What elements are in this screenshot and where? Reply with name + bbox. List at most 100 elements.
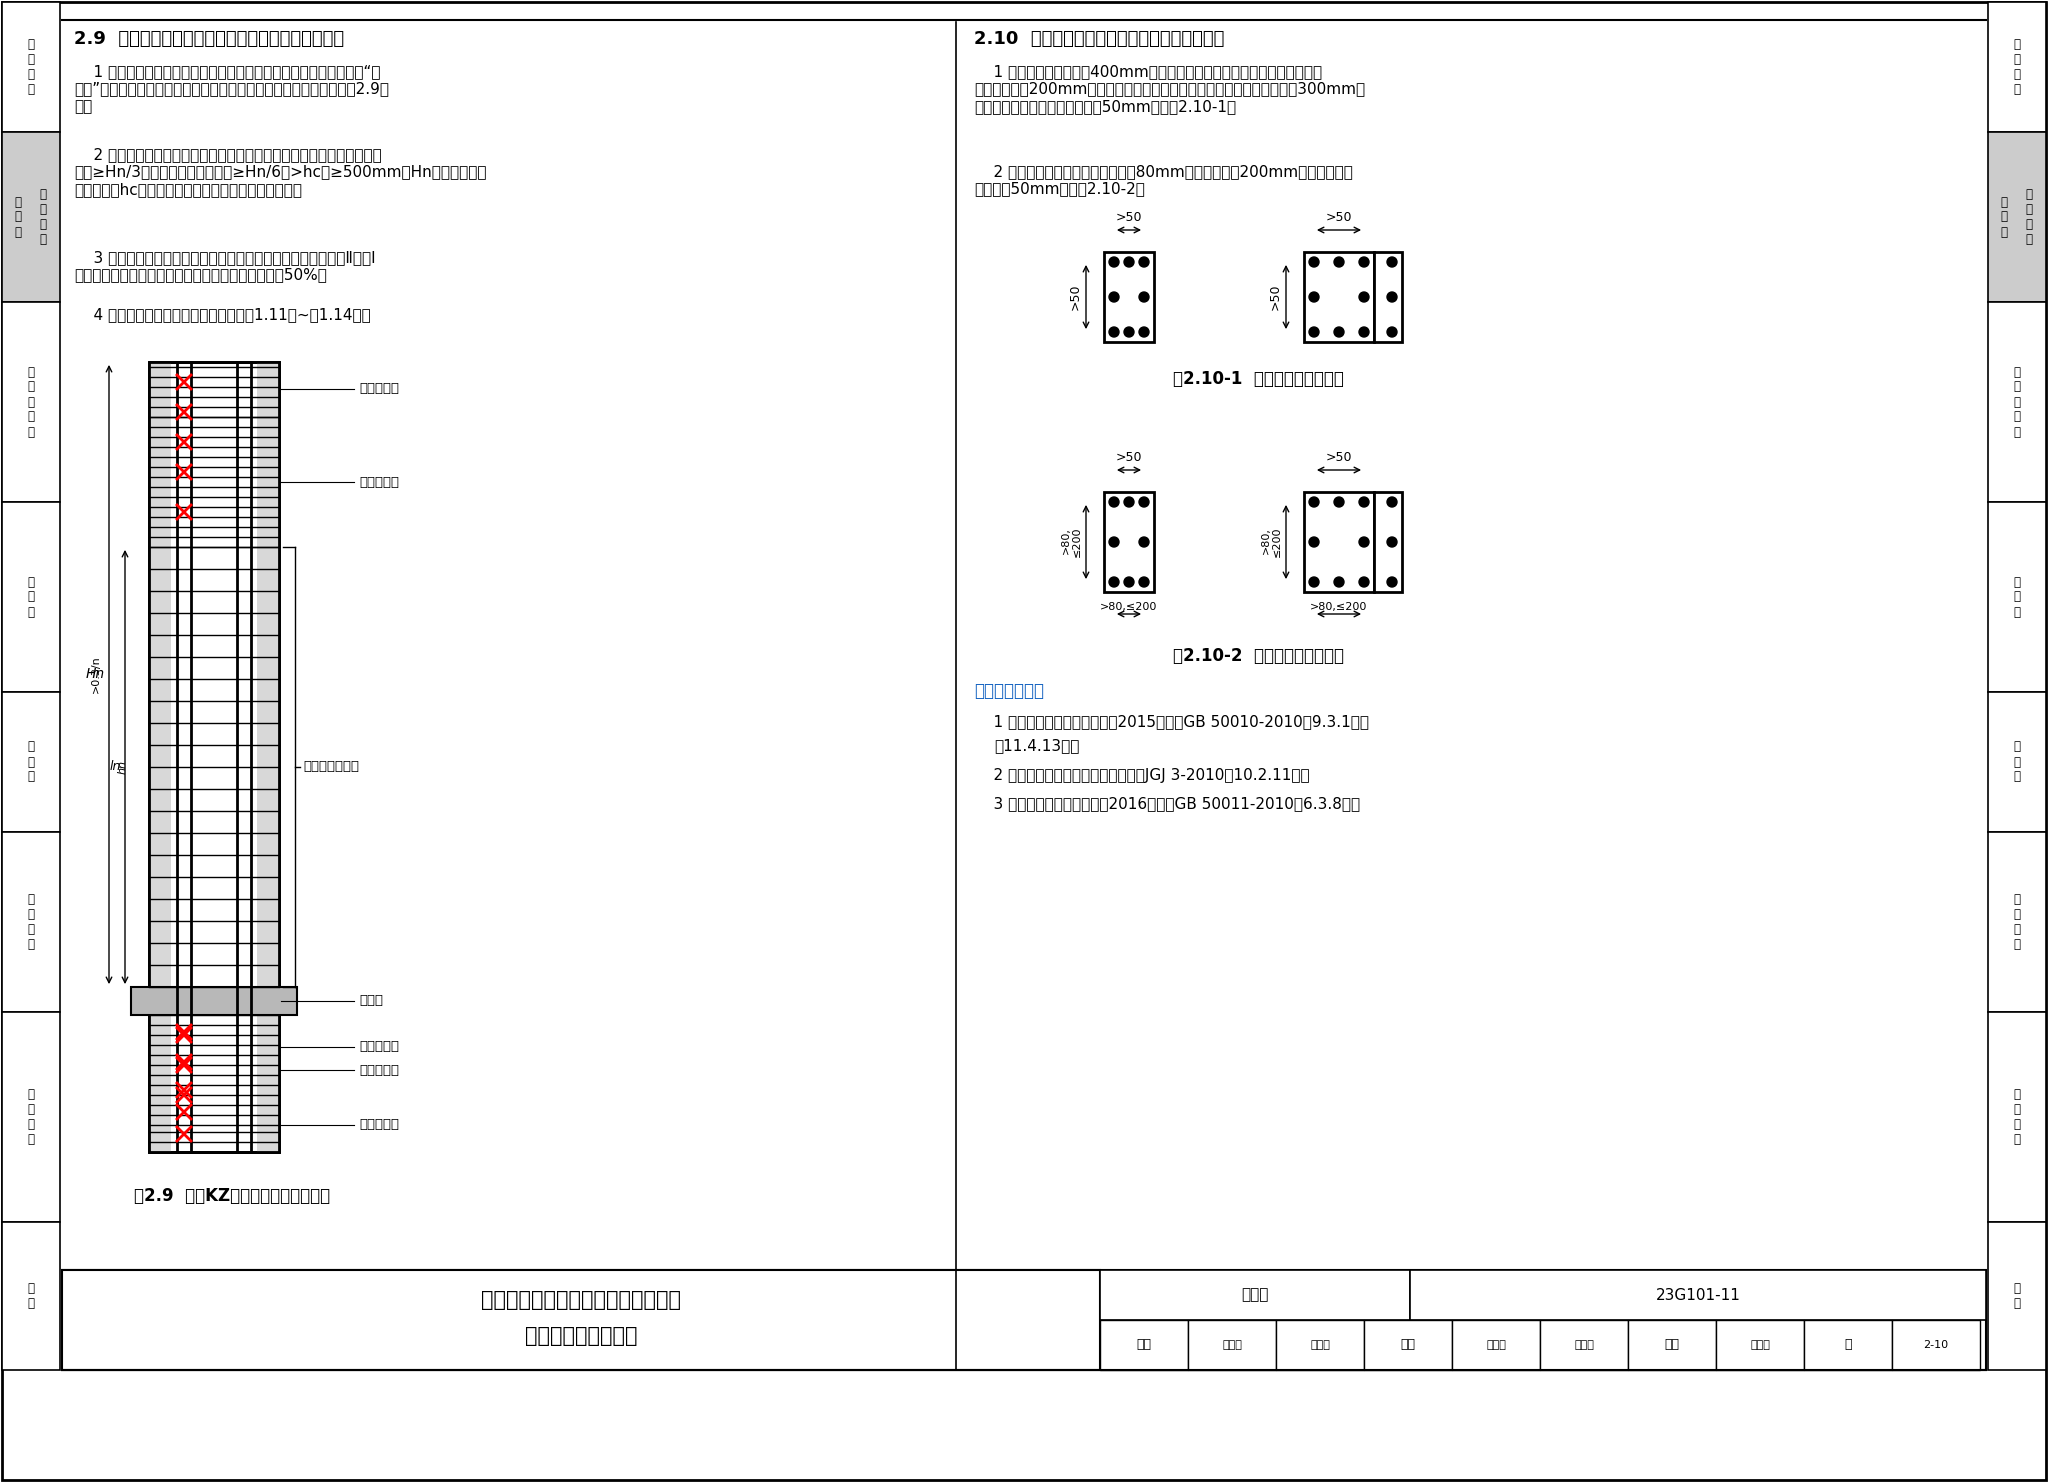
Bar bbox=[1989, 502, 2046, 692]
Text: 高志疆: 高志疆 bbox=[1223, 1340, 1241, 1350]
Bar bbox=[1276, 1320, 1364, 1369]
Bar bbox=[1188, 1320, 1276, 1369]
Text: 柱纵向钉筋间距要求: 柱纵向钉筋间距要求 bbox=[524, 1326, 637, 1346]
Text: 节点核心区: 节点核心区 bbox=[358, 1119, 399, 1131]
Bar bbox=[2, 132, 59, 302]
Text: 图2.10-2  转换柱纵筋间距要求: 图2.10-2 转换柱纵筋间距要求 bbox=[1174, 648, 1343, 665]
Text: 附
录: 附 录 bbox=[2013, 1282, 2021, 1310]
Circle shape bbox=[1309, 292, 1319, 302]
Bar bbox=[2, 831, 59, 1012]
Text: 楼
梯
构
造: 楼 梯 构 造 bbox=[2013, 1088, 2021, 1146]
Circle shape bbox=[1139, 328, 1149, 336]
Text: >80,
≤200: >80, ≤200 bbox=[1061, 526, 1081, 557]
Circle shape bbox=[1110, 328, 1118, 336]
Text: 设计: 设计 bbox=[1665, 1338, 1679, 1352]
Text: 梁顶面: 梁顶面 bbox=[358, 994, 383, 1008]
Circle shape bbox=[1309, 328, 1319, 336]
Bar bbox=[1628, 1320, 1716, 1369]
Bar bbox=[1374, 252, 1403, 342]
Text: 2 框架柱的柱端箍筋加密区范围如下：底层柱柱根（嵌固部位）箍筋加
密区≥Hn/3；其他部位箍筋加密区≥Hn/6、>hc且≥500mm；Hn为加密区所在
层柱净高: 2 框架柱的柱端箍筋加密区范围如下：底层柱柱根（嵌固部位）箍筋加 密区≥Hn/3… bbox=[74, 147, 487, 197]
Bar bbox=[1104, 252, 1153, 342]
Circle shape bbox=[1124, 256, 1135, 267]
Bar bbox=[2, 1223, 59, 1369]
Bar bbox=[1364, 1320, 1452, 1369]
Text: >80,≤200: >80,≤200 bbox=[1100, 602, 1157, 612]
Text: 第11.4.13条；: 第11.4.13条； bbox=[993, 738, 1079, 753]
Text: 柱端加密区: 柱端加密区 bbox=[358, 476, 399, 489]
Circle shape bbox=[1333, 496, 1343, 507]
Circle shape bbox=[1309, 496, 1319, 507]
Bar bbox=[1374, 492, 1403, 591]
Text: 图2.9  楼层KZ纵向钉筋连接接头区域: 图2.9 楼层KZ纵向钉筋连接接头区域 bbox=[133, 1187, 330, 1205]
Bar bbox=[131, 987, 297, 1015]
Circle shape bbox=[1386, 576, 1397, 587]
Circle shape bbox=[1139, 292, 1149, 302]
Bar bbox=[256, 362, 279, 1152]
Circle shape bbox=[1386, 496, 1397, 507]
Text: Hn: Hn bbox=[86, 667, 104, 682]
Text: 2.9  框架柱纵向受力钉筋的连接接头位置有何要求？: 2.9 框架柱纵向受力钉筋的连接接头位置有何要求？ bbox=[74, 30, 344, 47]
Bar bbox=[2, 302, 59, 502]
Text: 页: 页 bbox=[1845, 1338, 1851, 1352]
Circle shape bbox=[1139, 256, 1149, 267]
Circle shape bbox=[1110, 256, 1118, 267]
Text: 校对: 校对 bbox=[1401, 1338, 1415, 1352]
Bar bbox=[61, 1270, 1100, 1369]
Text: hn: hn bbox=[119, 760, 127, 774]
Text: 相关标准条文：: 相关标准条文： bbox=[975, 682, 1044, 700]
Text: >50: >50 bbox=[1325, 210, 1352, 224]
Text: 3 《建筑抗震设计规范》（2016年版）GB 50011-2010第6.3.8条。: 3 《建筑抗震设计规范》（2016年版）GB 50011-2010第6.3.8条… bbox=[975, 796, 1360, 811]
Circle shape bbox=[1360, 292, 1368, 302]
Circle shape bbox=[1360, 328, 1368, 336]
Circle shape bbox=[1386, 328, 1397, 336]
Circle shape bbox=[1124, 328, 1135, 336]
Bar bbox=[1540, 1320, 1628, 1369]
Circle shape bbox=[1333, 328, 1343, 336]
Text: 2 转换柱纵向钉筋间距均不应小于80mm，且不宜大于200mm；钉筋净间距
不应小于50mm。见图2.10-2。: 2 转换柱纵向钉筋间距均不应小于80mm，且不宜大于200mm；钉筋净间距 不应… bbox=[975, 165, 1354, 197]
Text: 节点核心区: 节点核心区 bbox=[358, 382, 399, 396]
Bar bbox=[1100, 1320, 1188, 1369]
Text: >80,≤200: >80,≤200 bbox=[1311, 602, 1368, 612]
Text: 剪
力
墙
构
造: 剪 力 墙 构 造 bbox=[27, 366, 35, 439]
Text: 23G101-11: 23G101-11 bbox=[1655, 1288, 1741, 1303]
Text: 楼
梯
构
造: 楼 梯 构 造 bbox=[27, 1088, 35, 1146]
Text: 柱端加密区: 柱端加密区 bbox=[358, 1040, 399, 1054]
Text: 一
般
构
造: 一 般 构 造 bbox=[2013, 39, 2021, 96]
Bar bbox=[1989, 1, 2046, 132]
Bar bbox=[2, 502, 59, 692]
Circle shape bbox=[1386, 292, 1397, 302]
Bar bbox=[61, 1270, 1987, 1369]
Bar bbox=[1989, 1223, 2046, 1369]
Text: 1 框架柱截面尺寸大于400mm且为一、二、三级抗震设计时，其纵向钉筋
间距不宜大于200mm。抗震等级为四级时，框架柱纵向钉筋间距不宜大于300mm。
框架柱: 1 框架柱截面尺寸大于400mm且为一、二、三级抗震设计时，其纵向钉筋 间距不宜… bbox=[975, 64, 1366, 114]
Circle shape bbox=[1139, 496, 1149, 507]
Circle shape bbox=[1309, 576, 1319, 587]
Bar bbox=[2, 1, 59, 132]
Circle shape bbox=[1139, 576, 1149, 587]
Bar bbox=[1305, 252, 1374, 342]
Text: 柱
构
造: 柱 构 造 bbox=[14, 196, 20, 239]
Bar bbox=[1892, 1320, 1980, 1369]
Text: 1 《混凝土结构设计规范》（2015年版）GB 50010-2010第9.3.1条、: 1 《混凝土结构设计规范》（2015年版）GB 50010-2010第9.3.1… bbox=[975, 714, 1368, 729]
Text: 一
般
构
造: 一 般 构 造 bbox=[27, 39, 35, 96]
Circle shape bbox=[1110, 292, 1118, 302]
Bar bbox=[1409, 1270, 1987, 1320]
Text: >80,
≤200: >80, ≤200 bbox=[1260, 526, 1282, 557]
Text: 板
构
造: 板 构 造 bbox=[2013, 741, 2021, 784]
Text: >50: >50 bbox=[1116, 210, 1143, 224]
Bar bbox=[1989, 831, 2046, 1012]
Circle shape bbox=[1309, 256, 1319, 267]
Bar bbox=[1104, 492, 1153, 591]
Text: 框架柱纵向受力钉筋连接接头位置、: 框架柱纵向受力钉筋连接接头位置、 bbox=[481, 1289, 682, 1310]
Text: 3 实际工程中，接头位置无法避开柱端箍筋加密区时，应采用Ⅱ级或Ⅰ
级的机械连接接头，且钉筋接头面积百分率不宜超过50%。: 3 实际工程中，接头位置无法避开柱端箍筋加密区时，应采用Ⅱ级或Ⅰ 级的机械连接接… bbox=[74, 250, 375, 283]
Text: 适合连接的区域: 适合连接的区域 bbox=[303, 760, 358, 774]
Text: 板
构
造: 板 构 造 bbox=[27, 741, 35, 784]
Bar bbox=[150, 362, 279, 1152]
Text: 梁
构
造: 梁 构 造 bbox=[27, 575, 35, 618]
Bar bbox=[1804, 1320, 1892, 1369]
Text: 基
础
构
造: 基 础 构 造 bbox=[2013, 894, 2021, 951]
Text: 基
础
构
造: 基 础 构 造 bbox=[27, 894, 35, 951]
Circle shape bbox=[1333, 576, 1343, 587]
Text: 2 《高层建筑混凝土结构技术规程》JGJ 3-2010第10.2.11条；: 2 《高层建筑混凝土结构技术规程》JGJ 3-2010第10.2.11条； bbox=[975, 768, 1309, 782]
Text: >50: >50 bbox=[1270, 283, 1282, 310]
Bar bbox=[1989, 132, 2046, 302]
